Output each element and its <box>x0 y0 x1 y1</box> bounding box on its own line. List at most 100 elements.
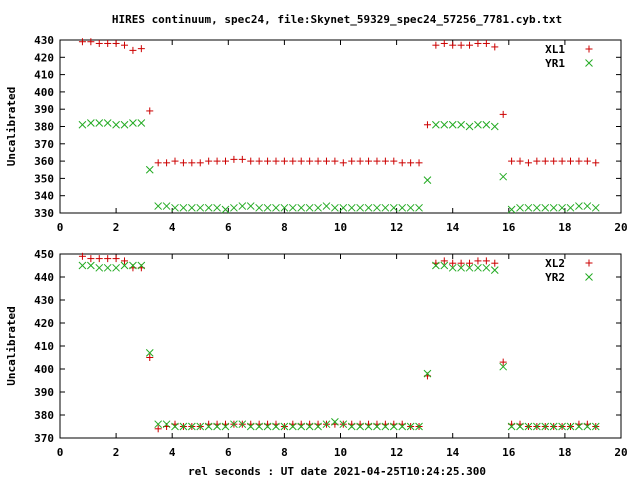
top-x-tick-label: 14 <box>446 221 460 234</box>
bottom-y-tick-label: 430 <box>34 294 54 307</box>
top-xl1-point <box>121 41 129 49</box>
top-yr1-point <box>532 203 541 212</box>
bottom-yr2-point <box>129 261 137 270</box>
bottom-yr2-point <box>230 420 238 429</box>
top-yr1-point <box>87 119 95 127</box>
bottom-xl2-point <box>154 425 162 433</box>
top-y-tick-label: 420 <box>34 51 54 64</box>
top-yr1-point <box>364 203 373 212</box>
top-yr1-point <box>398 203 407 212</box>
bottom-yr2-point <box>398 422 407 431</box>
bottom-y-tick-label: 420 <box>34 317 54 330</box>
top-xl1-point <box>255 157 263 165</box>
top-xl1-point <box>423 121 431 129</box>
bottom-yr2-point <box>415 422 423 431</box>
top-xl1-point <box>558 157 566 165</box>
top-legend-label-xl1: XL1 <box>545 43 565 56</box>
top-xl1-point <box>583 157 591 165</box>
bottom-legend-label-yr2: YR2 <box>545 271 565 284</box>
top-x-tick-label: 6 <box>225 221 232 234</box>
top-yr1-point <box>474 120 482 129</box>
bottom-yr2-point <box>558 422 566 431</box>
bottom-yr2-point <box>356 422 364 431</box>
bottom-yr2-point <box>591 422 600 431</box>
bottom-x-tick-label: 2 <box>113 446 120 459</box>
top-legend-label-yr1: YR1 <box>545 57 565 70</box>
bottom-xl2-point <box>474 257 482 265</box>
bottom-x-tick-label: 14 <box>446 446 460 459</box>
bottom-yr2-point <box>465 263 474 272</box>
top-xl1-point <box>432 41 440 49</box>
bottom-yr2-point <box>499 362 508 371</box>
bottom-yr2-point <box>137 261 146 270</box>
top-yr1-point <box>103 119 112 127</box>
bottom-yr2-point <box>364 422 373 431</box>
top-xl1-point <box>95 39 103 47</box>
bottom-x-tick-label: 0 <box>57 446 64 459</box>
bottom-legend-label-xl2: XL2 <box>545 257 565 270</box>
top-y-axis-label: Uncalibrated <box>5 87 18 166</box>
top-series-xl1 <box>78 38 600 167</box>
bottom-yr2-point <box>280 422 289 431</box>
top-yr1-point <box>120 120 129 129</box>
top-yr1-point <box>78 120 87 129</box>
top-yr1-point <box>297 203 306 212</box>
top-xl1-point <box>474 39 482 47</box>
top-yr1-point <box>406 203 415 212</box>
bottom-yr2-point <box>389 422 398 431</box>
top-yr1-point <box>490 122 499 131</box>
top-y-tick-label: 360 <box>34 155 54 168</box>
bottom-yr2-point <box>423 369 432 378</box>
top-yr1-point <box>465 122 474 131</box>
top-x-tick-label: 20 <box>614 221 627 234</box>
bottom-x-tick-label: 8 <box>281 446 288 459</box>
top-yr1-point <box>238 202 247 210</box>
bottom-yr2-point <box>95 263 104 272</box>
bottom-yr2-point <box>566 422 575 431</box>
top-xl1-point <box>524 159 532 167</box>
top-xl1-point <box>171 157 179 165</box>
top-xl1-point <box>297 157 305 165</box>
top-xl1-point <box>415 159 423 167</box>
top-xl1-point <box>306 157 314 165</box>
top-y-tick-label: 430 <box>34 34 54 47</box>
top-yr1-point <box>255 203 264 212</box>
top-yr1-point <box>322 202 331 210</box>
bottom-y-tick-label: 380 <box>34 409 54 422</box>
bottom-yr2-point <box>347 422 356 431</box>
bottom-yr2-point <box>524 422 533 431</box>
top-yr1-point <box>389 203 398 212</box>
top-yr1-point <box>213 203 221 212</box>
top-yr1-point <box>272 203 280 212</box>
bottom-yr2-point <box>532 422 541 431</box>
top-yr1-point <box>541 203 550 212</box>
top-yr1-point <box>373 203 381 212</box>
bottom-yr2-point <box>297 422 306 431</box>
top-xl1-point <box>398 159 406 167</box>
top-y-tick-label: 330 <box>34 207 54 220</box>
top-yr1-point <box>221 205 230 214</box>
bottom-yr2-point <box>448 263 457 272</box>
top-xl1-point <box>230 155 238 163</box>
bottom-xl2-point <box>482 257 490 265</box>
top-yr1-point <box>558 203 566 212</box>
top-xl1-point <box>112 39 120 47</box>
bottom-yr2-point <box>474 263 482 272</box>
bottom-xl2-point <box>104 255 112 263</box>
top-y-tick-label: 410 <box>34 69 54 82</box>
top-y-tick-label: 350 <box>34 172 54 185</box>
top-x-tick-label: 0 <box>57 221 64 234</box>
top-yr1-point <box>448 120 457 129</box>
top-yr1-point <box>154 202 163 210</box>
top-yr1-point <box>356 203 364 212</box>
top-yr1-point <box>145 165 154 174</box>
top-xl1-point <box>550 157 558 165</box>
bottom-yr2-point <box>305 422 314 431</box>
bottom-yr2-point <box>238 420 247 429</box>
top-yr1-point <box>566 203 575 212</box>
top-xl1-point <box>264 157 272 165</box>
bottom-yr2-point <box>490 266 499 274</box>
top-xl1-point <box>280 157 288 165</box>
bottom-x-tick-label: 16 <box>502 446 516 459</box>
top-yr1-point <box>499 172 508 181</box>
